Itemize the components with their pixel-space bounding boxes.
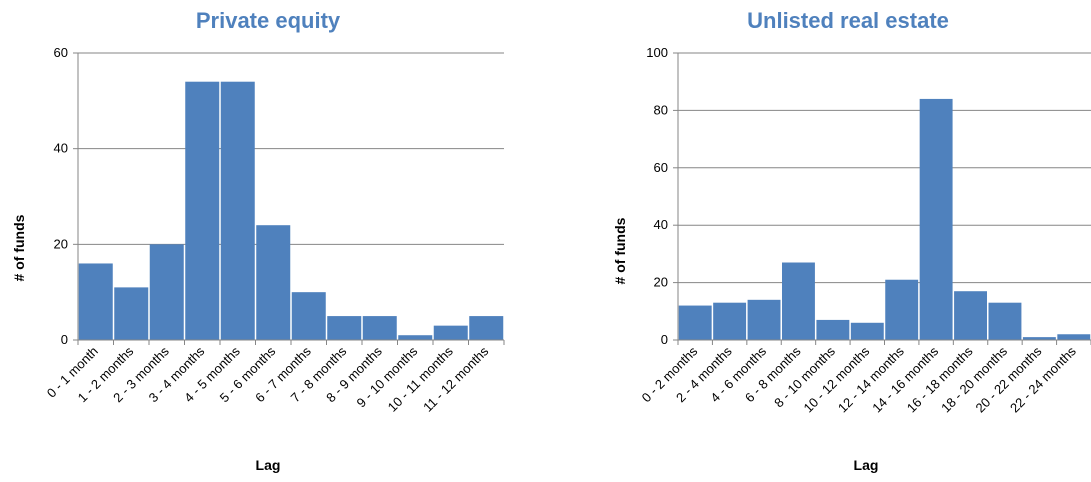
y-tick-label: 0 (661, 332, 668, 347)
gridlines (78, 52, 504, 245)
axes (73, 52, 505, 345)
chart-private-equity: Private equity Lag # of funds 0 20 40 60 0 … (0, 0, 520, 477)
bar (78, 263, 113, 340)
chart-title: Unlisted real estate (747, 8, 949, 33)
y-ticks: 0 20 40 60 (54, 45, 68, 347)
bar (149, 244, 184, 340)
y-axis-title: # of funds (11, 214, 27, 281)
bar (256, 225, 291, 340)
bar (988, 302, 1022, 340)
bar (678, 305, 712, 340)
bar (291, 292, 326, 340)
bar (885, 279, 919, 340)
bar (398, 335, 433, 340)
y-tick-label: 100 (646, 45, 668, 60)
bar (469, 316, 504, 340)
bar (185, 81, 220, 340)
y-tick-label: 40 (54, 141, 68, 156)
bar (954, 291, 987, 340)
y-tick-label: 0 (61, 332, 68, 347)
bar (220, 81, 255, 340)
bar (114, 287, 149, 340)
bar (850, 322, 884, 340)
bar (433, 325, 468, 340)
y-tick-label: 80 (654, 102, 668, 117)
chart-unlisted-real-estate: Unlisted real estate Lag # of funds 0 20 4… (560, 0, 1091, 477)
bars (78, 81, 504, 340)
y-tick-label: 20 (54, 236, 68, 251)
bar (816, 319, 850, 340)
bar (327, 316, 362, 340)
y-tick-label: 20 (654, 275, 668, 290)
bar (747, 299, 781, 340)
axes (673, 52, 1091, 345)
bar (919, 98, 953, 340)
bar (1057, 334, 1091, 340)
y-ticks: 0 20 40 60 80 100 (646, 45, 668, 347)
bar (782, 262, 815, 340)
chart-unlisted-real-estate-svg: Unlisted real estate Lag # of funds 0 20 4… (612, 8, 1091, 473)
bar (713, 302, 747, 340)
bar (1022, 337, 1056, 340)
y-tick-label: 60 (54, 45, 68, 60)
x-axis-title: Lag (854, 457, 879, 473)
gridlines (678, 52, 1091, 284)
bar (362, 316, 397, 340)
y-tick-label: 40 (654, 217, 668, 232)
chart-private-equity-svg: Private equity Lag # of funds 0 20 40 60 0 … (11, 8, 505, 473)
chart-title: Private equity (196, 8, 341, 33)
x-axis-title: Lag (256, 457, 281, 473)
y-axis-title: # of funds (612, 217, 628, 284)
bars (678, 98, 1091, 340)
y-tick-label: 60 (654, 160, 668, 175)
